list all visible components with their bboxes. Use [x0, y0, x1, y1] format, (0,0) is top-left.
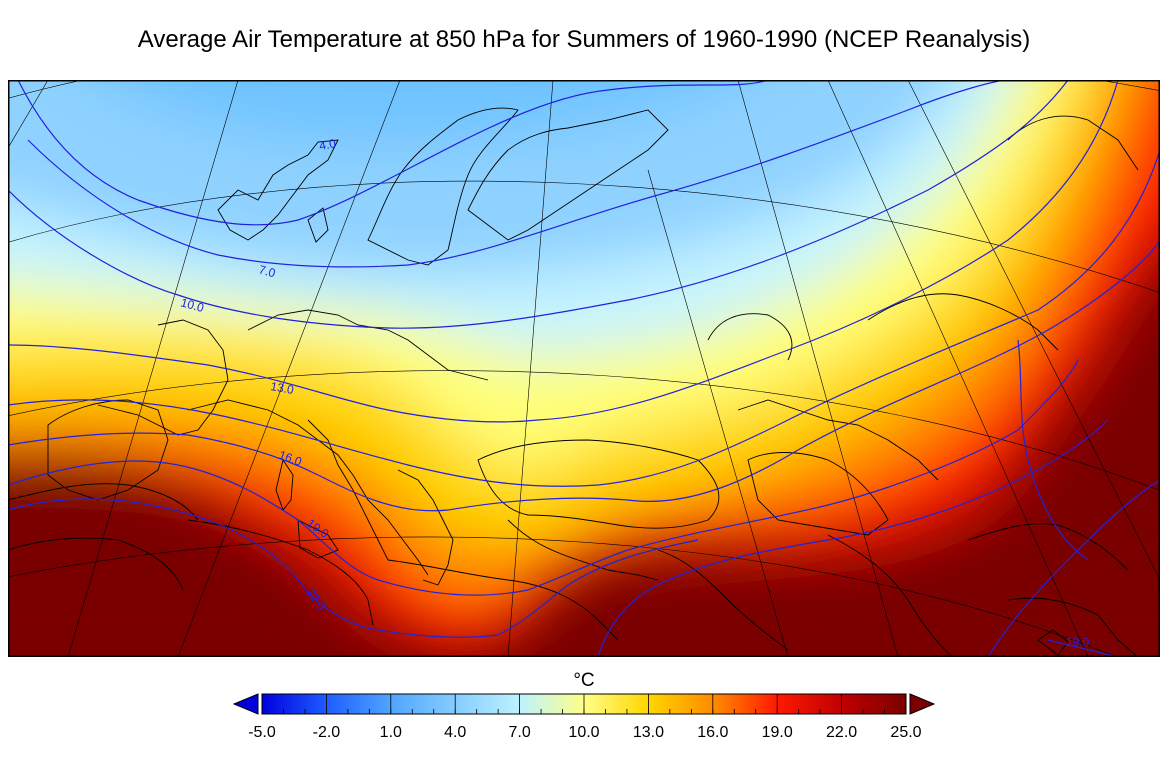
colorbar-unit: °C	[573, 670, 595, 691]
colorbar-extend-low	[232, 693, 259, 715]
contour-label: 13.0	[269, 379, 295, 397]
colorbar-tick-label: 22.0	[826, 724, 857, 741]
colorbar-tick-label: 10.0	[568, 724, 599, 741]
colorbar: -5.0 -2.0 1.0 4.0 7.0 10.0 13.0 16.0 19.0 22.0 25.…	[232, 693, 936, 741]
colorbar-tick-label: -2.0	[313, 724, 341, 741]
coastlines	[8, 107, 1139, 657]
colorbar-tick-label: 7.0	[508, 724, 530, 741]
colorbar-tick-labels: -5.0 -2.0 1.0 4.0 7.0 10.0 13.0 16.0 19.0 22.0 25.…	[248, 724, 921, 741]
colorbar-tick-label: 13.0	[633, 724, 664, 741]
colorbar-ticks	[261, 694, 907, 714]
contour-label: 10.0	[179, 295, 205, 315]
colorbar-tick-label: 16.0	[697, 724, 728, 741]
contour-label: 7.0	[257, 262, 277, 280]
temperature-field	[8, 80, 1160, 657]
colorbar-tick-label: 25.0	[890, 724, 921, 741]
colorbar-tick-label: 4.0	[444, 724, 466, 741]
colorbar-tick-label: 19.0	[762, 724, 793, 741]
colorbar-tick-label: 1.0	[380, 724, 402, 741]
colorbar-tick-label: -5.0	[248, 724, 276, 741]
contour-label: 19.0	[1066, 635, 1090, 649]
contour-label: 4.0	[318, 136, 337, 153]
colorbar-extend-high	[909, 693, 936, 715]
isotherms	[8, 80, 1160, 657]
map-title: Average Air Temperature at 850 hPa for S…	[137, 26, 1031, 53]
temperature-map: 4.0 7.0 10.0 13.0 16.0 19.0 22.0 19.0	[8, 80, 1160, 657]
map-frame	[8, 80, 1160, 657]
